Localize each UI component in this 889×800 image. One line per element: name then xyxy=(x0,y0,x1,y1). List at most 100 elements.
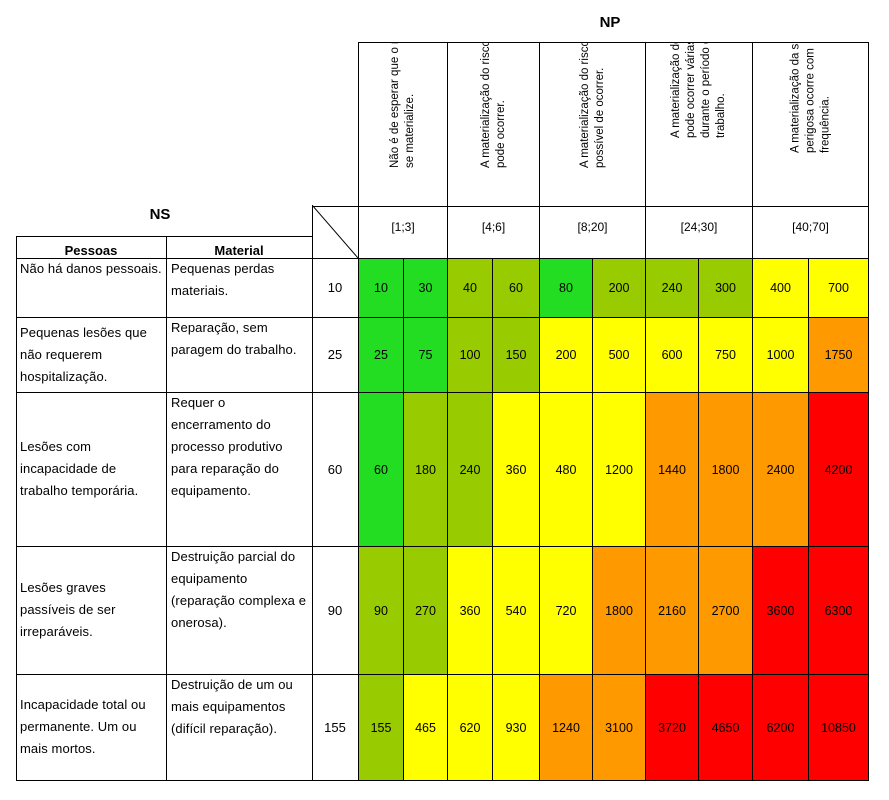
diagonal-cell xyxy=(312,205,358,258)
risk-cell: 2700 xyxy=(698,546,752,674)
risk-cell: 80 xyxy=(539,258,592,317)
risk-cell: 240 xyxy=(645,258,698,317)
risk-cell: 4650 xyxy=(698,674,752,780)
risk-cell: 200 xyxy=(592,258,645,317)
np-level-1-range: [1;3] xyxy=(358,206,447,258)
risk-cell: 1440 xyxy=(645,392,698,546)
risk-cell: 1240 xyxy=(539,674,592,780)
np-level-5-range: [40;70] xyxy=(752,206,868,258)
risk-cell: 60 xyxy=(358,392,403,546)
grid-line xyxy=(358,42,359,781)
risk-cell: 720 xyxy=(539,546,592,674)
np-level-2-range: [4;6] xyxy=(447,206,539,258)
risk-cell: 6300 xyxy=(808,546,868,674)
risk-cell: 1800 xyxy=(592,546,645,674)
row-3-pessoas: Lesões com incapacidade de trabalho temp… xyxy=(20,439,139,498)
ns-title: NS xyxy=(149,206,171,223)
risk-cell: 1750 xyxy=(808,317,868,392)
risk-cell: 540 xyxy=(492,546,539,674)
header-material: Material xyxy=(214,243,264,258)
np-level-4-description: A materialização do risco pode ocorrer v… xyxy=(645,42,752,206)
grid-line xyxy=(752,42,753,259)
row-4-material: Destruição parcial do equipamento (repar… xyxy=(171,549,307,630)
np-level-5-description: A materialização da situação perigosa oc… xyxy=(752,42,868,206)
row-1-material: Pequenas perdas materiais. xyxy=(171,261,275,298)
row-4-ns-value: 90 xyxy=(327,602,343,618)
risk-cell: 10850 xyxy=(808,674,868,780)
grid-line xyxy=(868,42,869,259)
grid-line xyxy=(312,206,869,207)
row-1-pessoas: Não há danos pessoais. xyxy=(20,261,162,276)
grid-line xyxy=(166,236,167,781)
grid-line xyxy=(312,206,313,781)
row-5-pessoas: Incapacidade total ou permanente. Um ou … xyxy=(20,697,146,756)
risk-cell: 465 xyxy=(403,674,447,780)
risk-cell: 25 xyxy=(358,317,403,392)
risk-cell: 75 xyxy=(403,317,447,392)
risk-cell: 60 xyxy=(492,258,539,317)
risk-cell: 400 xyxy=(752,258,808,317)
risk-cell: 180 xyxy=(403,392,447,546)
grid-line xyxy=(539,42,540,259)
row-5-ns-value: 155 xyxy=(324,719,346,735)
risk-cell: 3100 xyxy=(592,674,645,780)
np-level-3-description: A materialização do risco é possível de … xyxy=(539,42,645,206)
risk-cell: 2400 xyxy=(752,392,808,546)
risk-cell: 30 xyxy=(403,258,447,317)
risk-cell: 360 xyxy=(492,392,539,546)
row-3-ns-value: 60 xyxy=(327,461,343,477)
risk-cell: 150 xyxy=(492,317,539,392)
grid-line xyxy=(16,236,313,237)
row-2-ns-value: 25 xyxy=(327,347,343,362)
np-level-description-text: A materialização da situação perigosa oc… xyxy=(789,42,831,153)
risk-cell: 40 xyxy=(447,258,492,317)
risk-cell: 1800 xyxy=(698,392,752,546)
grid-line xyxy=(16,258,869,259)
np-level-description-text: Não é de esperar que o risco se material… xyxy=(389,42,416,168)
grid-line xyxy=(16,780,869,781)
row-5-material: Destruição de um ou mais equipamentos (d… xyxy=(171,677,293,736)
risk-cell: 620 xyxy=(447,674,492,780)
grid-line xyxy=(16,674,869,675)
np-level-2-description: A materialização do risco pode ocorrer. xyxy=(447,42,539,206)
risk-cell: 1000 xyxy=(752,317,808,392)
risk-cell: 300 xyxy=(698,258,752,317)
risk-cell: 2160 xyxy=(645,546,698,674)
risk-cell: 1200 xyxy=(592,392,645,546)
risk-cell: 6200 xyxy=(752,674,808,780)
grid-line xyxy=(447,42,448,259)
risk-cell: 500 xyxy=(592,317,645,392)
risk-cell: 90 xyxy=(358,546,403,674)
grid-line xyxy=(868,42,869,781)
risk-cell: 930 xyxy=(492,674,539,780)
np-title: NP xyxy=(599,14,621,31)
risk-cell: 3720 xyxy=(645,674,698,780)
grid-line xyxy=(16,317,869,318)
grid-line xyxy=(358,42,869,43)
np-level-description-text: A materialização do risco pode ocorrer v… xyxy=(670,42,727,138)
risk-cell: 200 xyxy=(539,317,592,392)
risk-cell: 155 xyxy=(358,674,403,780)
header-pessoas: Pessoas xyxy=(64,243,118,258)
grid-line xyxy=(16,236,17,781)
row-1-ns-value: 10 xyxy=(327,280,343,295)
np-level-1-description: Não é de esperar que o risco se material… xyxy=(358,42,447,206)
np-level-3-range: [8;20] xyxy=(539,206,645,258)
np-level-description-text: A materialização do risco pode ocorrer. xyxy=(479,42,507,168)
risk-cell: 360 xyxy=(447,546,492,674)
row-2-material: Reparação, sem paragem do trabalho. xyxy=(171,320,297,357)
row-2-pessoas: Pequenas lesões que não requerem hospita… xyxy=(20,324,147,384)
risk-cell: 270 xyxy=(403,546,447,674)
risk-cell: 240 xyxy=(447,392,492,546)
risk-cell: 480 xyxy=(539,392,592,546)
risk-cell: 600 xyxy=(645,317,698,392)
risk-cell: 4200 xyxy=(808,392,868,546)
row-3-material: Requer o encerramento do processo produt… xyxy=(171,395,283,498)
grid-line xyxy=(16,546,869,547)
np-level-description-text: A materialização do risco é possível de … xyxy=(578,42,606,168)
grid-line xyxy=(645,42,646,259)
risk-cell: 3600 xyxy=(752,546,808,674)
risk-cell: 10 xyxy=(358,258,403,317)
risk-cell: 100 xyxy=(447,317,492,392)
grid-line xyxy=(16,392,869,393)
